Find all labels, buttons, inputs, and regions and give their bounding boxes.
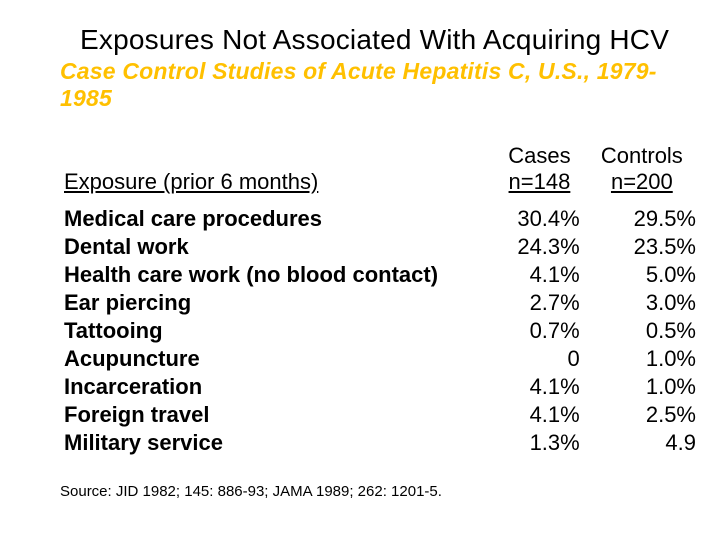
table-row: Medical care procedures30.4%29.5% <box>60 205 700 233</box>
row-cases-value: 4.1% <box>495 261 584 289</box>
slide: Exposures Not Associated With Acquiring … <box>0 0 720 540</box>
slide-subtitle: Case Control Studies of Acute Hepatitis … <box>60 58 702 112</box>
row-label: Foreign travel <box>60 401 495 429</box>
row-cases-value: 0.7% <box>495 317 584 345</box>
row-cases-value: 4.1% <box>495 373 584 401</box>
header-cases: Cases n=148 <box>495 142 584 205</box>
table-header-row: Exposure (prior 6 months) Cases n=148 Co… <box>60 142 700 205</box>
data-table: Exposure (prior 6 months) Cases n=148 Co… <box>60 142 700 457</box>
row-controls-value: 23.5% <box>584 233 700 261</box>
row-label: Ear piercing <box>60 289 495 317</box>
row-cases-value: 2.7% <box>495 289 584 317</box>
row-cases-value: 0 <box>495 345 584 373</box>
row-label: Health care work (no blood contact) <box>60 261 495 289</box>
row-label: Acupuncture <box>60 345 495 373</box>
row-label: Incarceration <box>60 373 495 401</box>
header-controls: Controls n=200 <box>584 142 700 205</box>
row-controls-value: 29.5% <box>584 205 700 233</box>
header-exposure: Exposure (prior 6 months) <box>60 142 495 205</box>
header-controls-n: n=200 <box>611 169 673 194</box>
row-controls-value: 2.5% <box>584 401 700 429</box>
table-row: Foreign travel4.1%2.5% <box>60 401 700 429</box>
row-cases-value: 24.3% <box>495 233 584 261</box>
slide-title: Exposures Not Associated With Acquiring … <box>80 24 702 56</box>
row-label: Military service <box>60 429 495 457</box>
header-cases-n: n=148 <box>509 169 571 194</box>
row-cases-value: 30.4% <box>495 205 584 233</box>
table-row: Dental work24.3%23.5% <box>60 233 700 261</box>
row-controls-value: 4.9 <box>584 429 700 457</box>
table-row: Tattooing0.7%0.5% <box>60 317 700 345</box>
row-controls-value: 1.0% <box>584 345 700 373</box>
row-label: Medical care procedures <box>60 205 495 233</box>
row-label: Dental work <box>60 233 495 261</box>
source-citation: Source: JID 1982; 145: 886-93; JAMA 1989… <box>60 483 702 500</box>
row-controls-value: 1.0% <box>584 373 700 401</box>
row-controls-value: 5.0% <box>584 261 700 289</box>
row-cases-value: 4.1% <box>495 401 584 429</box>
row-label: Tattooing <box>60 317 495 345</box>
table-row: Ear piercing2.7%3.0% <box>60 289 700 317</box>
table-row: Military service1.3%4.9 <box>60 429 700 457</box>
header-cases-label: Cases <box>508 143 570 168</box>
row-cases-value: 1.3% <box>495 429 584 457</box>
row-controls-value: 0.5% <box>584 317 700 345</box>
row-controls-value: 3.0% <box>584 289 700 317</box>
table-row: Health care work (no blood contact)4.1%5… <box>60 261 700 289</box>
table-row: Acupuncture01.0% <box>60 345 700 373</box>
header-controls-label: Controls <box>601 143 683 168</box>
table-row: Incarceration4.1%1.0% <box>60 373 700 401</box>
